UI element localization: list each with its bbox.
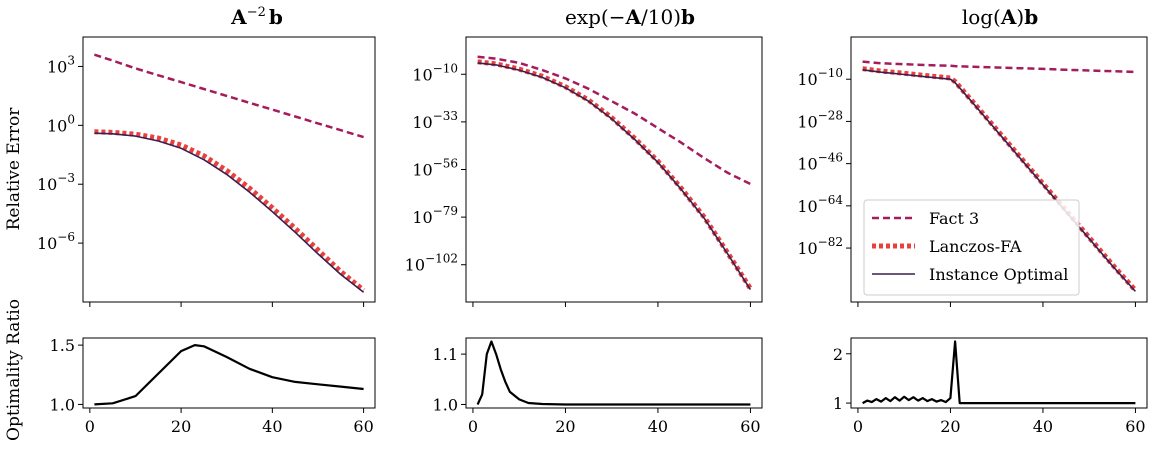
ratio-panel-1-frame bbox=[82, 337, 376, 409]
xtick-label: 0 bbox=[853, 417, 863, 436]
panel-1-title: A−2 b bbox=[230, 5, 283, 29]
panel-3-frame bbox=[850, 36, 1148, 303]
ytick-label: 103 bbox=[47, 53, 75, 76]
panel-1-series-fact-3 bbox=[94, 53, 364, 139]
panel-3-main-axes: 10−10 10−28 10−46 10−64 10−82 bbox=[797, 36, 1148, 307]
panel-1-optimality-ratio-line bbox=[94, 344, 364, 406]
ytick-label: 10−28 bbox=[797, 108, 843, 131]
ytick-label: 10−46 bbox=[797, 151, 843, 174]
xtick-label: 60 bbox=[740, 417, 760, 436]
ratio-panel-2-frame bbox=[465, 337, 763, 409]
ytick-label: 100 bbox=[47, 112, 75, 135]
legend-label-lanczos: Lanczos-FA bbox=[929, 237, 1022, 256]
ytick-label: 10−64 bbox=[797, 193, 843, 216]
xtick-label: 0 bbox=[468, 417, 478, 436]
ratio-ytick-label: 1.5 bbox=[50, 336, 75, 355]
ratio-ytick-label: 2 bbox=[833, 345, 843, 364]
ytick-label: 10−10 bbox=[797, 66, 843, 89]
panel-1-frame bbox=[82, 36, 376, 303]
panel-3-title: log(A)b bbox=[962, 5, 1038, 29]
panel-1-main-axes: 103 100 10−3 10−6 bbox=[37, 36, 376, 307]
ytick-label: 10−6 bbox=[37, 230, 75, 253]
ytick-label: 10−82 bbox=[797, 235, 843, 258]
xtick-label: 60 bbox=[353, 417, 373, 436]
panel-2-frame bbox=[465, 36, 763, 303]
xtick-label: 40 bbox=[262, 417, 282, 436]
ratio-ytick-label: 1.1 bbox=[433, 345, 458, 364]
panel-3-ratio-axes: 120 20 40 60 bbox=[833, 337, 1148, 436]
ylabel-relative-error: Relative Error bbox=[4, 107, 24, 231]
legend: Fact 3 Lanczos-FA Instance Optimal bbox=[863, 199, 1080, 296]
ratio-ytick-label: 1.0 bbox=[50, 395, 75, 414]
ylabel-optimality-ratio: Optimality Ratio bbox=[4, 299, 24, 441]
panel-2-title: exp(−A/10)b bbox=[565, 5, 695, 29]
xtick-label: 20 bbox=[940, 417, 960, 436]
ytick-label: 10−33 bbox=[412, 109, 458, 132]
legend-label-instance: Instance Optimal bbox=[929, 265, 1068, 284]
legend-frame bbox=[863, 199, 1080, 296]
ytick-label: 10−79 bbox=[412, 204, 458, 227]
xtick-label: 60 bbox=[1125, 417, 1145, 436]
panel-3-optimality-ratio-line bbox=[862, 340, 1136, 405]
ytick-label: 10−56 bbox=[412, 157, 458, 180]
xtick-label: 0 bbox=[85, 417, 95, 436]
panel-1-series-instance-optimal bbox=[94, 132, 365, 293]
xtick-label: 40 bbox=[648, 417, 668, 436]
panel-3-series-fact-3 bbox=[862, 60, 1136, 74]
panel-2-series-lanczos-fa bbox=[477, 59, 753, 290]
xtick-label: 20 bbox=[171, 417, 191, 436]
panel-1-series-lanczos-fa bbox=[94, 129, 366, 293]
panel-2-main-axes: 10−10 10−33 10−56 10−79 10−102 bbox=[405, 36, 763, 307]
ratio-panel-3-frame bbox=[850, 337, 1148, 409]
panel-3-series-instance-optimal bbox=[862, 69, 1136, 292]
ratio-ytick-label: 1 bbox=[833, 394, 843, 413]
panel-1-ratio-axes: 1.0 1.5 0 20 40 60 bbox=[50, 336, 376, 436]
panel-2-optimality-ratio-line bbox=[476, 340, 751, 406]
ytick-label: 10−3 bbox=[37, 171, 75, 194]
xtick-label: 20 bbox=[555, 417, 575, 436]
legend-label-fact3: Fact 3 bbox=[929, 209, 979, 228]
ytick-label: 10−10 bbox=[412, 61, 458, 84]
panel-2-ratio-axes: 1.0 1.1 0 20 40 60 bbox=[433, 337, 763, 436]
panel-2-series-instance-optimal bbox=[477, 62, 752, 291]
xtick-label: 40 bbox=[1033, 417, 1053, 436]
ratio-ytick-label: 1.0 bbox=[433, 395, 458, 414]
ytick-label: 10−102 bbox=[405, 252, 458, 275]
